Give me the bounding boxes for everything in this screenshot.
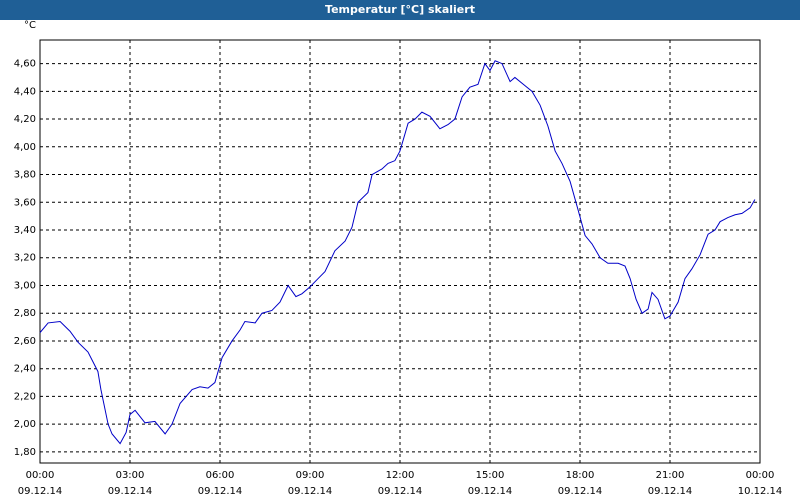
x-tick-label: 15:00 bbox=[476, 470, 505, 481]
y-tick-label: 4,40 bbox=[14, 86, 36, 97]
data-line bbox=[39, 60, 756, 445]
chart: °C 1,80 2,00 2,20 2,40 2,60 2,80 3,00 3,20 3,40 3… bbox=[14, 20, 783, 497]
x-tick-date: 09.12.14 bbox=[648, 486, 693, 497]
x-tick-date: 10.12.14 bbox=[738, 486, 783, 497]
y-tick-label: 3,20 bbox=[14, 253, 36, 264]
y-tick-label: 2,20 bbox=[14, 391, 36, 402]
y-tick-label: 4,00 bbox=[14, 142, 36, 153]
y-tick-label: 3,40 bbox=[14, 225, 36, 236]
y-tick-label: 4,20 bbox=[14, 114, 36, 125]
x-tick-date: 09.12.14 bbox=[198, 486, 243, 497]
x-tick-date: 09.12.14 bbox=[18, 486, 63, 497]
x-tick-label: 12:00 bbox=[386, 470, 415, 481]
x-tick-label: 09:00 bbox=[296, 470, 325, 481]
x-tick-label: 21:00 bbox=[656, 470, 685, 481]
plot-frame bbox=[39, 39, 761, 464]
y-tick-label: 3,80 bbox=[14, 170, 36, 181]
y-tick-label: 2,80 bbox=[14, 308, 36, 319]
x-tick-label: 00:00 bbox=[746, 470, 775, 481]
x-tick-label: 18:00 bbox=[566, 470, 595, 481]
y-tick-label: 3,00 bbox=[14, 280, 36, 291]
x-tick-date: 09.12.14 bbox=[108, 486, 153, 497]
y-tick-label: 1,80 bbox=[14, 447, 36, 458]
y-tick-label: 3,60 bbox=[14, 197, 36, 208]
y-tick-label: 4,60 bbox=[14, 59, 36, 70]
x-tick-date: 09.12.14 bbox=[378, 486, 423, 497]
y-tick-label: 2,60 bbox=[14, 336, 36, 347]
x-tick-label: 06:00 bbox=[206, 470, 235, 481]
x-tick-label: 03:00 bbox=[116, 470, 145, 481]
x-tick-date: 09.12.14 bbox=[288, 486, 333, 497]
x-tick-label: 00:00 bbox=[26, 470, 55, 481]
title-bar: Temperatur [°C] skaliert bbox=[0, 0, 800, 20]
y-unit: °C bbox=[24, 20, 36, 31]
y-tick-label: 2,40 bbox=[14, 364, 36, 375]
y-tick-label: 2,00 bbox=[14, 419, 36, 430]
x-tick-date: 09.12.14 bbox=[468, 486, 513, 497]
x-tick-date: 09.12.14 bbox=[558, 486, 603, 497]
